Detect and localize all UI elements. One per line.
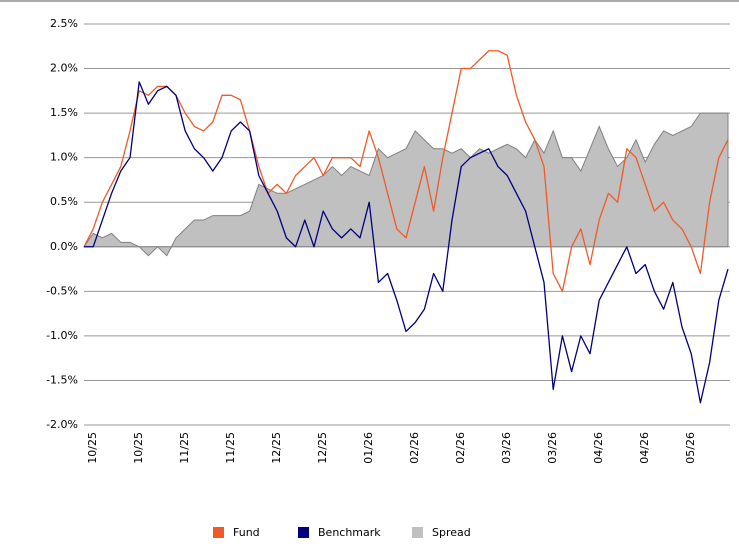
x-tick-label: 10/25	[132, 432, 145, 464]
x-tick-label: 12/25	[270, 432, 283, 464]
x-tick-label: 03/26	[500, 432, 513, 464]
x-tick-label: 04/26	[592, 432, 605, 464]
x-tick-label: 11/25	[224, 432, 237, 464]
x-tick-label: 02/26	[408, 432, 421, 464]
y-tick-label: -0.5%	[46, 284, 78, 297]
series-line	[84, 81, 729, 404]
series-line	[83, 50, 729, 292]
y-tick-label: 0.0%	[50, 240, 78, 253]
y-tick-label: -1.0%	[46, 329, 78, 342]
y-tick-label: -1.5%	[46, 373, 78, 386]
x-tick-label: 01/26	[362, 432, 375, 464]
y-tick-label: 1.0%	[50, 151, 78, 164]
y-tick-label: 0.5%	[50, 195, 78, 208]
x-tick-label: 10/25	[86, 432, 99, 464]
spread-area	[83, 112, 729, 257]
x-tick-label: 12/25	[316, 432, 329, 464]
y-tick-label: 1.5%	[50, 106, 78, 119]
x-tick-label: 04/26	[638, 432, 651, 464]
x-tick-label: 02/26	[454, 432, 467, 464]
y-tick-label: -2.0%	[46, 418, 78, 431]
legend-label: Benchmark	[318, 526, 381, 539]
y-tick-label: 2.5%	[50, 17, 78, 30]
legend-label: Fund	[233, 526, 260, 539]
legend-label: Spread	[432, 526, 471, 539]
x-tick-label: 05/26	[684, 432, 697, 464]
x-tick-label: 11/25	[178, 432, 191, 464]
legend-swatch	[412, 527, 423, 538]
legend-swatch	[298, 527, 309, 538]
x-tick-label: 03/26	[546, 432, 559, 464]
legend-swatch	[213, 527, 224, 538]
y-tick-label: 2.0%	[50, 62, 78, 75]
